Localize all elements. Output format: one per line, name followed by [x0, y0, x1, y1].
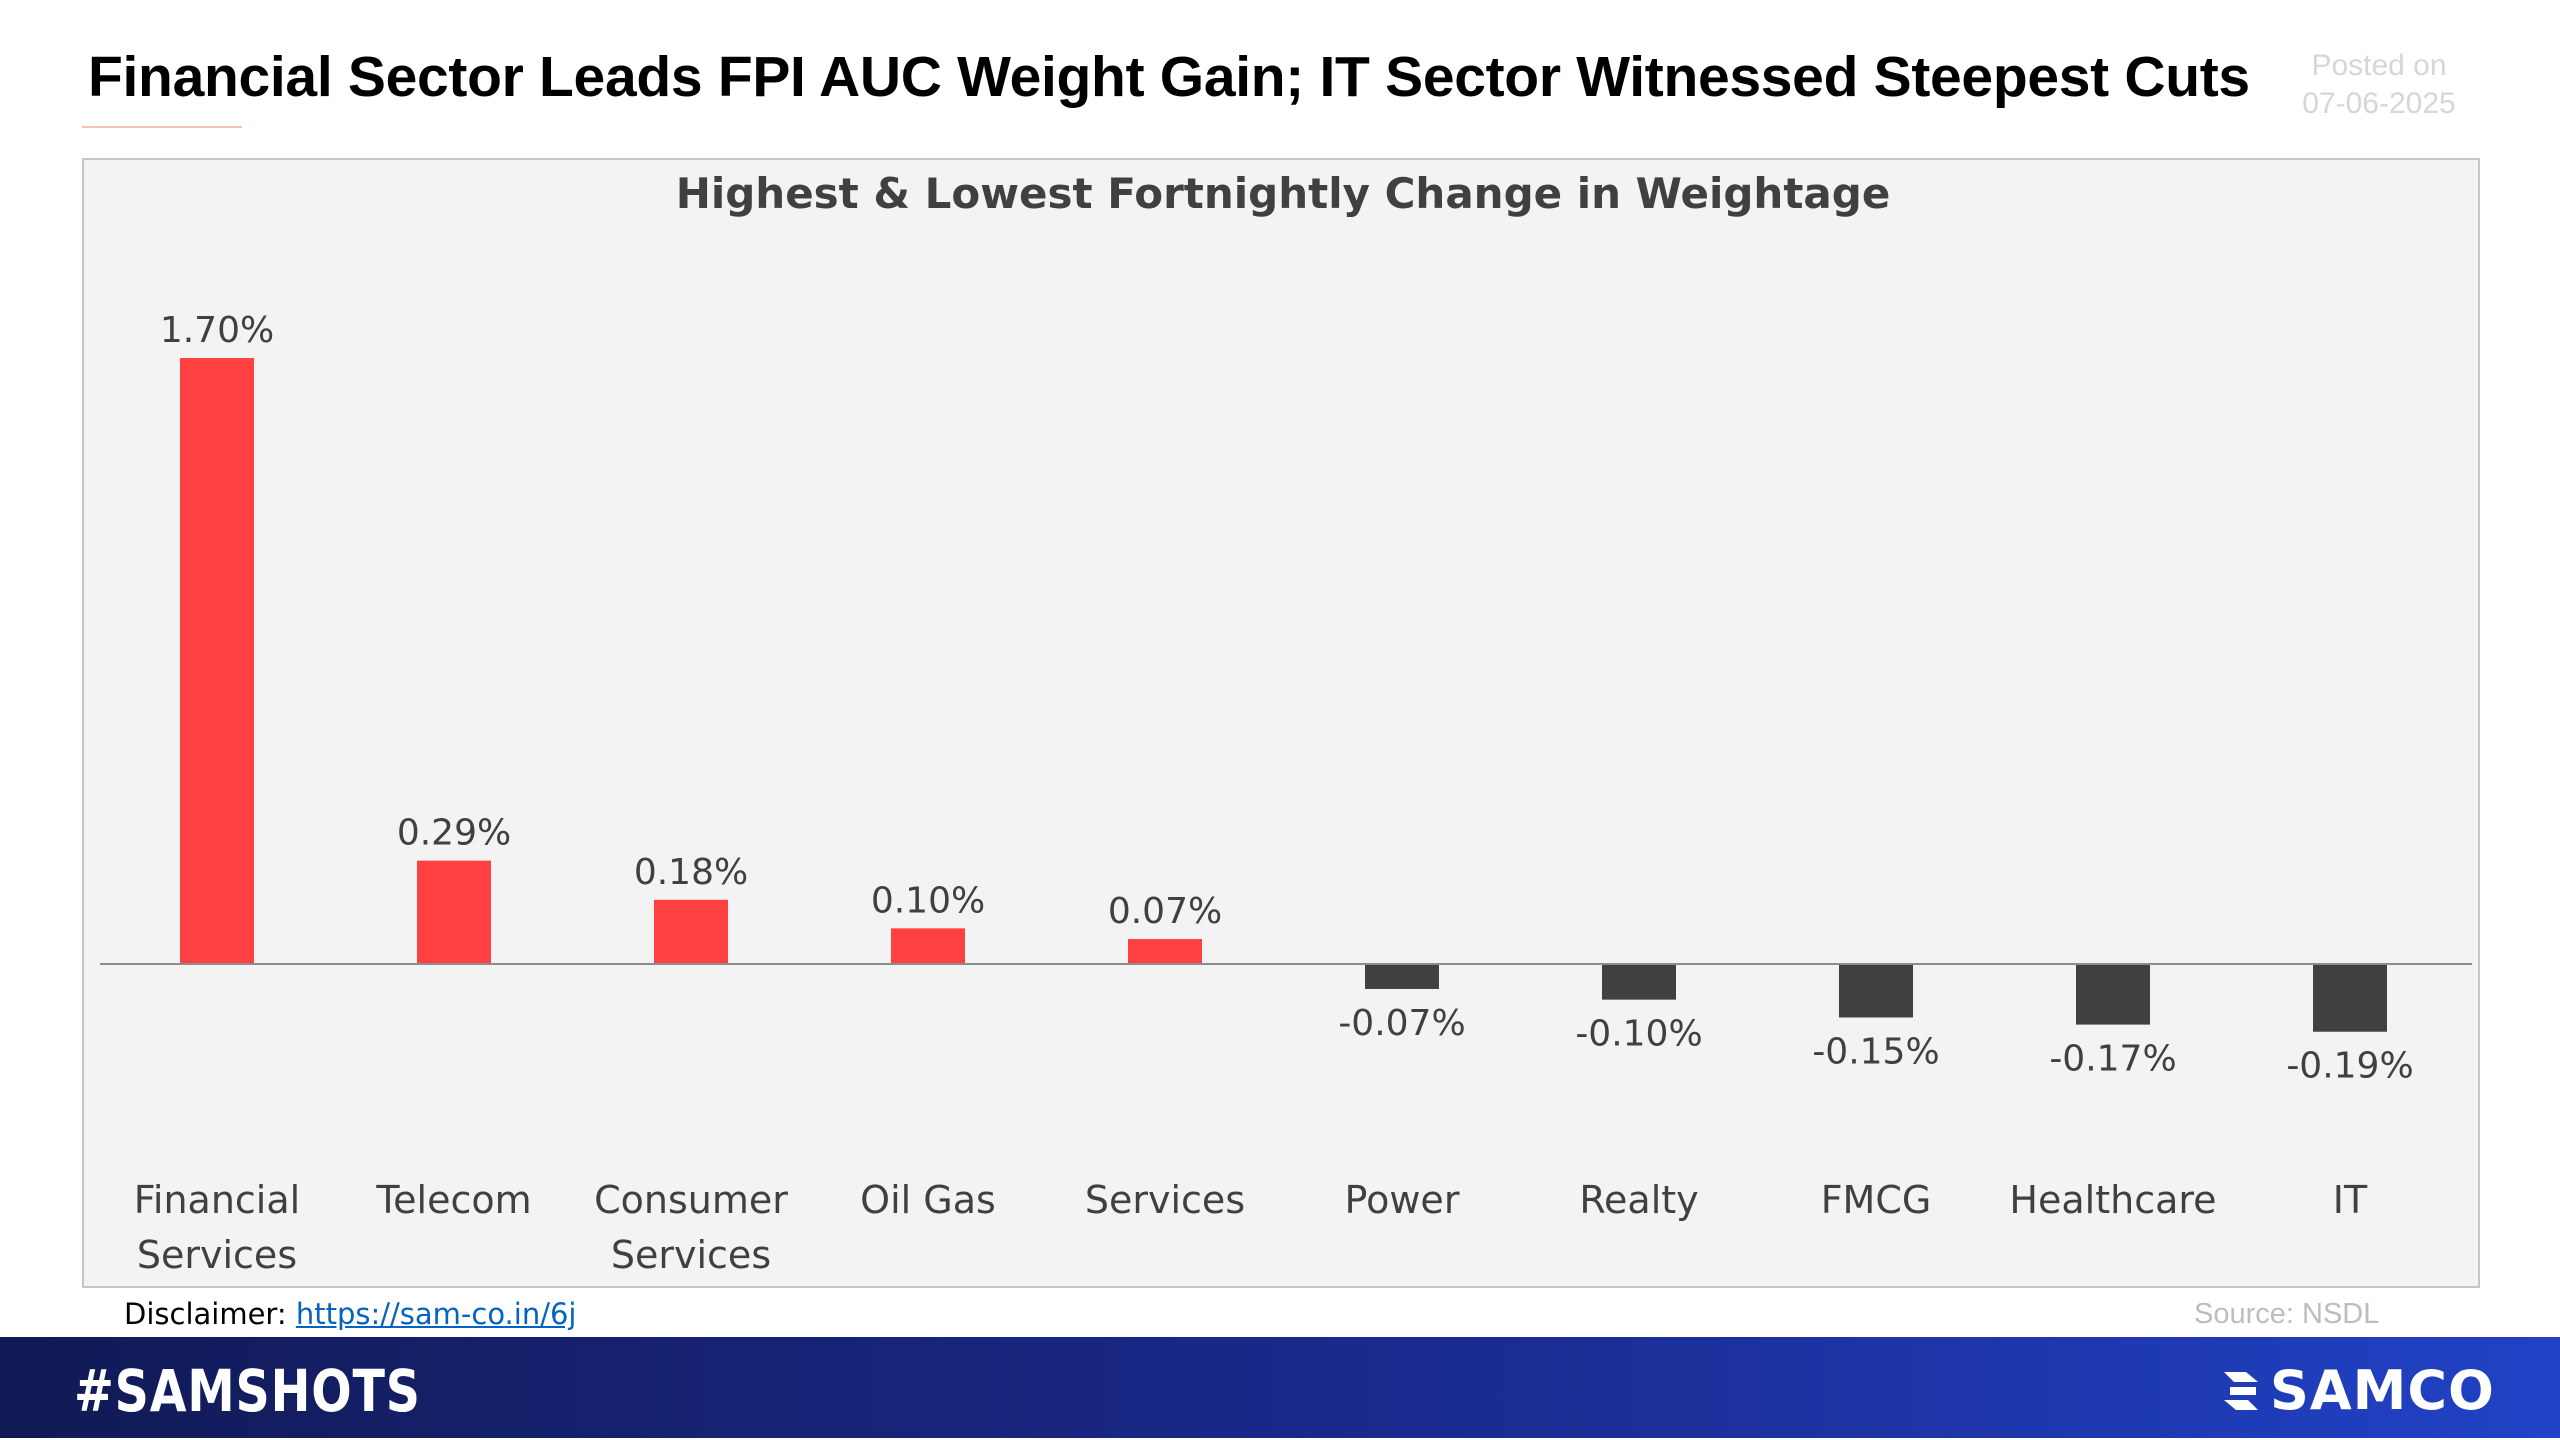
- bar-chart: Highest & Lowest Fortnightly Change in W…: [100, 169, 2472, 1277]
- data-label-4: 0.07%: [1108, 891, 1222, 932]
- category-label-7-0: FMCG: [1821, 1178, 1932, 1222]
- data-label-0: 1.70%: [160, 310, 274, 351]
- category-label-3-0: Oil Gas: [860, 1178, 996, 1222]
- bar-3: [891, 928, 965, 964]
- data-label-5: -0.07%: [1338, 1003, 1465, 1044]
- bar-0: [180, 358, 254, 964]
- footer-bar: #SAMSHOTS SAMCO: [0, 1337, 2560, 1438]
- data-label-7: -0.15%: [1812, 1031, 1939, 1072]
- samshots-hashtag: #SAMSHOTS: [74, 1357, 421, 1425]
- bar-7: [1839, 964, 1913, 1018]
- data-label-8: -0.17%: [2049, 1039, 2176, 1080]
- brand-name: SAMCO: [2270, 1359, 2495, 1422]
- bars-group: [180, 358, 2387, 1032]
- category-label-8-0: Healthcare: [2009, 1178, 2216, 1222]
- title-underline: [82, 126, 242, 128]
- category-labels-group: Financial Services Telecom Consumer Services…: [134, 1178, 2368, 1277]
- category-label-2-1: Services: [611, 1233, 771, 1277]
- category-label-6-0: Realty: [1579, 1178, 1698, 1222]
- category-label-4-0: Services: [1085, 1178, 1245, 1222]
- bar-8: [2076, 964, 2150, 1025]
- bar-4: [1128, 939, 1202, 964]
- disclaimer-label: Disclaimer:: [124, 1297, 287, 1331]
- category-label-1-0: Telecom: [375, 1178, 531, 1222]
- category-label-9-0: IT: [2333, 1178, 2368, 1222]
- category-label-5-0: Power: [1345, 1178, 1460, 1222]
- category-label-0-0: Financial: [134, 1178, 300, 1222]
- bar-2: [654, 899, 728, 964]
- category-label-2-0: Consumer: [594, 1178, 788, 1222]
- posted-label: Posted on: [2311, 49, 2447, 82]
- value-labels-group: 1.70% 0.29% 0.18% 0.10% 0.07% -0.07% -0.10% -0.…: [160, 310, 2414, 1087]
- bar-1: [417, 860, 491, 964]
- bar-9: [2313, 964, 2387, 1032]
- data-label-9: -0.19%: [2286, 1046, 2413, 1087]
- bar-6: [1602, 964, 1676, 1000]
- posted-on: Posted on 07-06-2025: [2300, 47, 2458, 123]
- samco-mark-icon: [2224, 1371, 2258, 1410]
- data-label-3: 0.10%: [871, 880, 985, 921]
- chart-title: Highest & Lowest Fortnightly Change in W…: [676, 169, 1891, 218]
- chart-panel: Highest & Lowest Fortnightly Change in W…: [82, 158, 2480, 1288]
- data-label-1: 0.29%: [397, 813, 511, 854]
- data-label-6: -0.10%: [1575, 1014, 1702, 1055]
- source-note: Source: NSDL: [2194, 1298, 2380, 1330]
- bar-5: [1365, 964, 1439, 989]
- samco-logo: SAMCO: [2220, 1359, 2495, 1422]
- disclaimer-link[interactable]: https://sam-co.in/6j: [295, 1297, 577, 1331]
- category-label-0-1: Services: [137, 1233, 297, 1277]
- posted-date: 07-06-2025: [2302, 87, 2456, 120]
- disclaimer: Disclaimer: https://sam-co.in/6j: [124, 1297, 576, 1331]
- page-title: Financial Sector Leads FPI AUC Weight Ga…: [88, 45, 2250, 109]
- data-label-2: 0.18%: [634, 852, 748, 893]
